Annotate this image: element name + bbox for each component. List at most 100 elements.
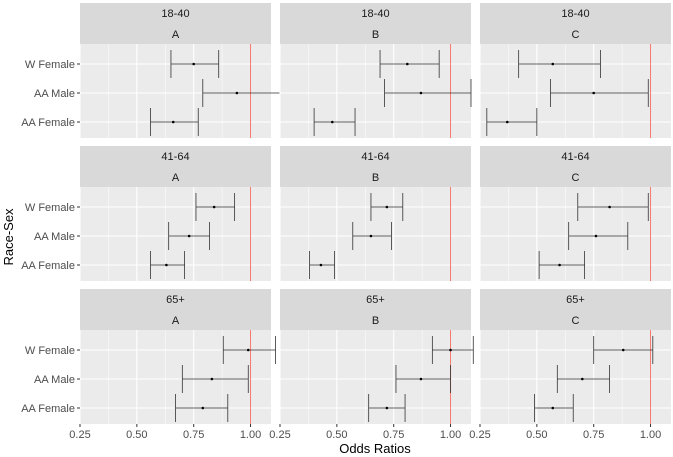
point-estimate [592, 91, 595, 95]
y-tick-label: AA Male [34, 231, 75, 243]
strip-background [480, 3, 671, 44]
error-bar [556, 365, 611, 393]
strip-label-age: 18-40 [161, 8, 189, 20]
point-estimate [551, 406, 555, 410]
error-bar [395, 365, 451, 393]
x-tick-label: 0.50 [126, 429, 147, 441]
y-tick-label: AA Male [34, 374, 75, 386]
x-tick-label: 0.50 [526, 429, 547, 441]
error-bar [534, 394, 574, 422]
facet-panel: 41-64 A W Female AA Male AA Female [21, 146, 271, 281]
strip-label-age: 41-64 [561, 151, 589, 163]
point-estimate [385, 406, 389, 410]
error-bar [150, 251, 185, 279]
error-bar [577, 193, 649, 221]
strip-background [80, 146, 271, 187]
error-bar [150, 108, 199, 136]
point-estimate [551, 62, 555, 66]
strip-label-group: C [572, 172, 580, 184]
facet-panel: 41-64 C [479, 146, 671, 281]
error-bar [309, 251, 335, 279]
y-tick-label: AA Male [34, 88, 75, 100]
error-bar [370, 193, 404, 221]
y-axis-title: Race-Sex [1, 208, 16, 266]
x-tick-label: 1.00 [440, 429, 461, 441]
error-bar [195, 193, 236, 221]
strip-label-group: B [372, 172, 379, 184]
x-tick-label: 0.75 [583, 429, 604, 441]
x-axis: 0.25 0.50 0.75 1.00 0.25 0.50 0.75 1.00 0.25 0.50… [69, 424, 661, 441]
error-bar [431, 336, 474, 364]
point-estimate [419, 377, 423, 381]
facet-panel: 65+ B [279, 289, 474, 424]
facet-panel: 18-40 A W Female AA Male AA Female [21, 3, 281, 138]
y-tick-label: AA Female [21, 260, 75, 272]
strip-label-age: 18-40 [561, 8, 589, 20]
point-estimate [171, 120, 175, 124]
x-tick-label: 0.25 [469, 429, 490, 441]
x-tick-label: 1.00 [640, 429, 661, 441]
y-tick-label: AA Female [21, 403, 75, 415]
strip-label-group: B [372, 29, 379, 41]
point-estimate [581, 377, 584, 381]
facet-panel: 18-40 C [479, 3, 671, 138]
facet-panel: 41-64 B [279, 146, 471, 281]
strip-background [80, 289, 271, 330]
strip-label-age: 65+ [566, 294, 585, 306]
strip-label-age: 18-40 [361, 8, 389, 20]
error-bar [379, 50, 440, 78]
error-bar [222, 336, 276, 364]
error-bar [593, 336, 654, 364]
x-tick-label: 1.00 [240, 429, 261, 441]
point-estimate [319, 263, 323, 267]
error-bar [168, 222, 211, 250]
point-estimate [246, 348, 250, 352]
strip-label-group: A [172, 315, 180, 327]
point-estimate [212, 205, 216, 209]
y-tick-label: AA Female [21, 117, 75, 129]
strip-background [480, 289, 671, 330]
strip-label-age: 65+ [366, 294, 385, 306]
strip-label-group: A [172, 29, 180, 41]
error-bar [170, 50, 220, 78]
strip-label-group: A [172, 172, 180, 184]
point-estimate [235, 91, 239, 95]
point-estimate [385, 205, 389, 209]
strip-background [280, 3, 471, 44]
error-bar [538, 251, 585, 279]
point-estimate [201, 406, 205, 410]
error-bar [175, 394, 229, 422]
error-bar [486, 108, 538, 136]
strip-label-group: B [372, 315, 379, 327]
point-estimate [369, 234, 373, 238]
point-estimate [187, 234, 191, 238]
error-bar [352, 222, 392, 250]
error-bar [368, 394, 406, 422]
point-estimate [165, 263, 168, 267]
error-bar [384, 79, 472, 107]
x-tick-label: 0.75 [183, 429, 204, 441]
point-estimate [406, 62, 409, 66]
point-estimate [608, 205, 611, 209]
error-bar [181, 365, 249, 393]
strip-label-group: C [572, 315, 580, 327]
error-bar [518, 50, 601, 78]
point-estimate [330, 120, 334, 124]
point-estimate [419, 91, 423, 95]
strip-background [80, 3, 271, 44]
facet-panels: 18-40 A W Female AA Male AA Female 18-40 B 18-4… [21, 3, 671, 424]
strip-label-age: 65+ [166, 294, 185, 306]
point-estimate [210, 377, 214, 381]
error-bar [313, 108, 356, 136]
facet-panel: 65+ A W Female AA Male AA Female [21, 289, 276, 424]
y-tick-label: W Female [25, 202, 75, 214]
point-estimate [621, 348, 625, 352]
point-estimate [594, 234, 598, 238]
x-axis-title: Odds Ratios [339, 441, 411, 456]
error-bar [568, 222, 629, 250]
x-tick-label: 0.25 [69, 429, 90, 441]
strip-label-group: C [572, 29, 580, 41]
x-tick-label: 0.75 [383, 429, 404, 441]
x-tick-label: 0.25 [269, 429, 290, 441]
